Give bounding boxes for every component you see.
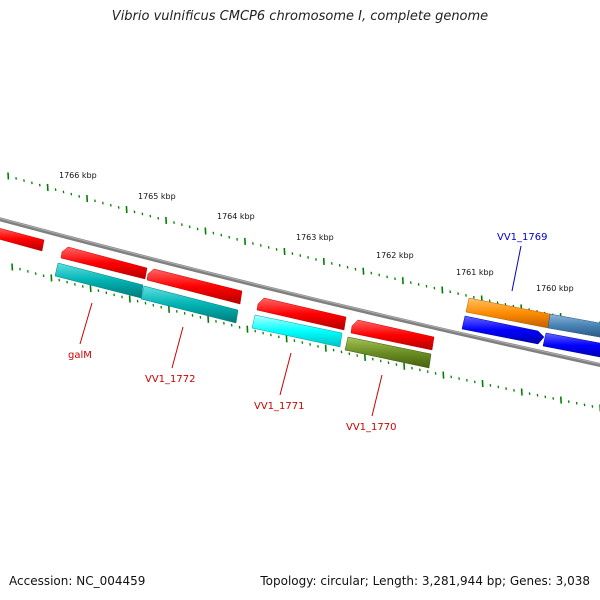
gene-feature-VV1_1772[interactable] <box>140 285 239 324</box>
leader-line-VV1_1769 <box>511 245 522 292</box>
tick-label-1760: 1760 kbp <box>536 284 574 293</box>
leader-line-VV1_1771 <box>279 352 292 396</box>
inner-tick-row <box>11 263 600 412</box>
leader-line-VV1_1770 <box>371 374 383 417</box>
gene-feature-red-3[interactable] <box>256 297 347 331</box>
gene-feature-red-4[interactable] <box>350 319 435 351</box>
leader-line-VV1_1772 <box>171 326 184 369</box>
tick-label-1766: 1766 kbp <box>59 171 97 180</box>
gene-feature-blue-1[interactable] <box>461 315 545 345</box>
gene-feature-red-1[interactable] <box>60 246 148 280</box>
tick-label-1765: 1765 kbp <box>138 192 176 201</box>
gene-feature-blue-2[interactable] <box>542 332 600 358</box>
gene-feature-red-2[interactable] <box>146 268 243 305</box>
gene-label-VV1_1771: VV1_1771 <box>254 401 305 412</box>
gene-label-galM: galM <box>68 350 92 361</box>
gene-label-VV1_1770: VV1_1770 <box>346 422 397 433</box>
leader-line-galM <box>79 302 93 345</box>
gene-feature-VV1_1770[interactable] <box>344 336 432 369</box>
tick-label-1763: 1763 kbp <box>296 233 334 242</box>
tick-label-1762: 1762 kbp <box>376 251 414 260</box>
genome-summary-text: Topology: circular; Length: 3,281,944 bp… <box>260 574 590 588</box>
gene-label-VV1_1772: VV1_1772 <box>145 374 196 385</box>
chromosome-backbone <box>0 217 600 367</box>
outer-tick-row <box>7 172 600 329</box>
gene-label-VV1_1769: VV1_1769 <box>497 232 548 243</box>
map-title: Vibrio vulnificus CMCP6 chromosome I, co… <box>111 9 489 24</box>
gene-feature-red-edge[interactable] <box>0 227 45 252</box>
tick-label-1761: 1761 kbp <box>456 268 494 277</box>
accession-text: Accession: NC_004459 <box>9 574 146 588</box>
tick-label-1764: 1764 kbp <box>217 212 255 221</box>
gene-feature-steelblue[interactable] <box>547 313 600 338</box>
gene-feature-VV1_1771[interactable] <box>251 314 343 348</box>
